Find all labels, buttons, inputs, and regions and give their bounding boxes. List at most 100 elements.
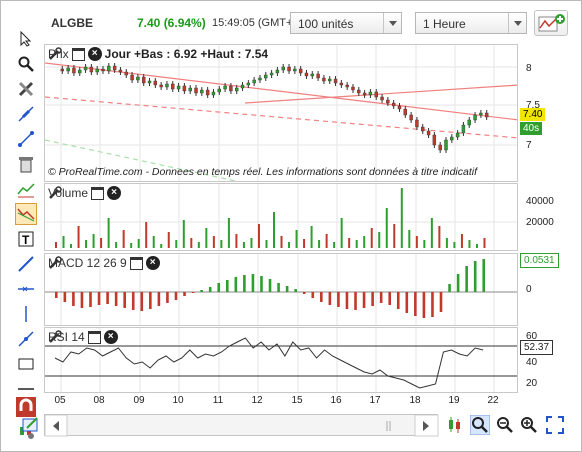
vertical-line-tool[interactable] [15, 303, 37, 325]
close-icon[interactable]: × [103, 330, 118, 344]
candle-body [304, 72, 309, 77]
volume-bar [122, 230, 125, 248]
magnet-tool[interactable] [15, 396, 37, 418]
add-indicator-icon [538, 14, 565, 32]
macd-chart[interactable] [45, 254, 518, 326]
macd-bar [354, 292, 357, 310]
maximize-icon[interactable] [87, 330, 101, 344]
fibonacci-tool[interactable] [15, 328, 37, 350]
horizontal-line-tool[interactable] [15, 278, 37, 300]
time-axis-label: 19 [448, 395, 460, 406]
volume-bar [423, 240, 426, 248]
candle-body [235, 87, 239, 92]
trendline-tool[interactable] [15, 103, 37, 125]
close-icon[interactable]: × [107, 186, 122, 200]
time-axis-label: 05 [54, 395, 66, 406]
volume-tick: 20000 [526, 217, 554, 228]
delete-tool[interactable] [15, 153, 37, 175]
volume-bar [152, 236, 155, 248]
candle-body [409, 114, 413, 121]
properties-tool[interactable] [15, 78, 37, 100]
macd-bar [320, 292, 323, 302]
volume-panel[interactable]: Volume × [44, 183, 518, 251]
price-chart[interactable] [45, 45, 518, 182]
zoom-out-icon[interactable] [496, 416, 514, 434]
candle-body [124, 71, 128, 76]
macd-bar [268, 279, 272, 292]
arrow-tool[interactable] [15, 378, 37, 400]
zoom-tool[interactable] [15, 53, 37, 75]
regression-channel-tool[interactable] [15, 203, 37, 225]
text-icon: T [18, 231, 34, 247]
rsi-chart[interactable] [45, 328, 518, 393]
line-tool[interactable] [15, 253, 37, 275]
close-icon[interactable]: × [87, 47, 102, 61]
volume-panel-header: Volume × [48, 186, 122, 200]
fibonacci-icon [18, 331, 34, 347]
period-select[interactable]: 1 Heure [415, 12, 527, 34]
volume-bar [182, 220, 185, 248]
volume-bar [415, 236, 418, 248]
candle-body [310, 73, 314, 77]
export-button[interactable] [22, 416, 42, 437]
time-axis-label: 22 [487, 395, 499, 406]
candlestick-icon[interactable] [446, 416, 464, 434]
rsi-panel[interactable]: RSI 14 × [44, 327, 518, 393]
macd-bar [225, 280, 229, 292]
macd-panel[interactable]: MACD 12 26 9 × [44, 253, 518, 326]
fullscreen-icon[interactable] [546, 416, 564, 434]
volume-bar [430, 218, 433, 248]
segment-icon [18, 131, 34, 147]
zoom-toolbar [446, 414, 574, 436]
clock-time: 15:49:05 (GMT+1) [212, 17, 303, 29]
maximize-icon[interactable] [71, 47, 85, 61]
wrench-icon[interactable] [48, 47, 62, 61]
macd-bar [166, 292, 169, 303]
volume-bar [370, 228, 373, 248]
maximize-icon[interactable] [91, 186, 105, 200]
candle-body [444, 139, 448, 151]
candle-body [176, 85, 181, 90]
candle-body [60, 68, 65, 72]
volume-bar [115, 242, 118, 248]
time-axis-label: 10 [172, 395, 184, 406]
units-select[interactable]: 100 unités [290, 12, 402, 34]
export-icon [22, 417, 38, 432]
volume-bar [242, 242, 245, 248]
cursor-tool[interactable] [15, 28, 37, 50]
macd-bar [123, 292, 126, 308]
add-indicator-button[interactable] [534, 10, 568, 36]
candle-body [467, 119, 471, 126]
rectangle-tool[interactable] [15, 353, 37, 375]
candle-body [136, 76, 140, 81]
candle-body [182, 85, 187, 92]
volume-chart[interactable] [45, 184, 518, 251]
volume-bar [400, 188, 403, 248]
text-tool[interactable]: T [15, 228, 37, 250]
segment-tool[interactable] [15, 128, 37, 150]
volume-bar [265, 240, 268, 248]
chart-scrollbar[interactable] [44, 414, 439, 437]
close-icon[interactable]: × [145, 256, 160, 270]
maximize-icon[interactable] [129, 256, 143, 270]
wrench-icon[interactable] [48, 186, 62, 200]
volume-bar [227, 218, 230, 248]
wrench-icon[interactable] [48, 330, 62, 344]
volume-bar [197, 242, 200, 248]
volume-bar [393, 224, 396, 248]
macd-bar [55, 292, 58, 298]
zoom-in-icon[interactable] [520, 416, 538, 434]
macd-bar [277, 283, 280, 292]
volume-bar [363, 236, 366, 248]
volume-bar [235, 234, 238, 248]
price-panel[interactable]: Prix × Jour +Bas : 6.92 +Haut : 7.54 © P… [44, 44, 518, 182]
channel-tool[interactable] [15, 178, 37, 200]
macd-bar [337, 292, 340, 307]
candle-body [188, 87, 192, 92]
zoom-auto-icon[interactable] [470, 415, 490, 435]
arrow-icon [18, 388, 34, 390]
volume-bar [55, 242, 57, 248]
macd-bar [251, 274, 255, 292]
macd-bar [114, 292, 118, 306]
wrench-icon[interactable] [48, 256, 62, 270]
